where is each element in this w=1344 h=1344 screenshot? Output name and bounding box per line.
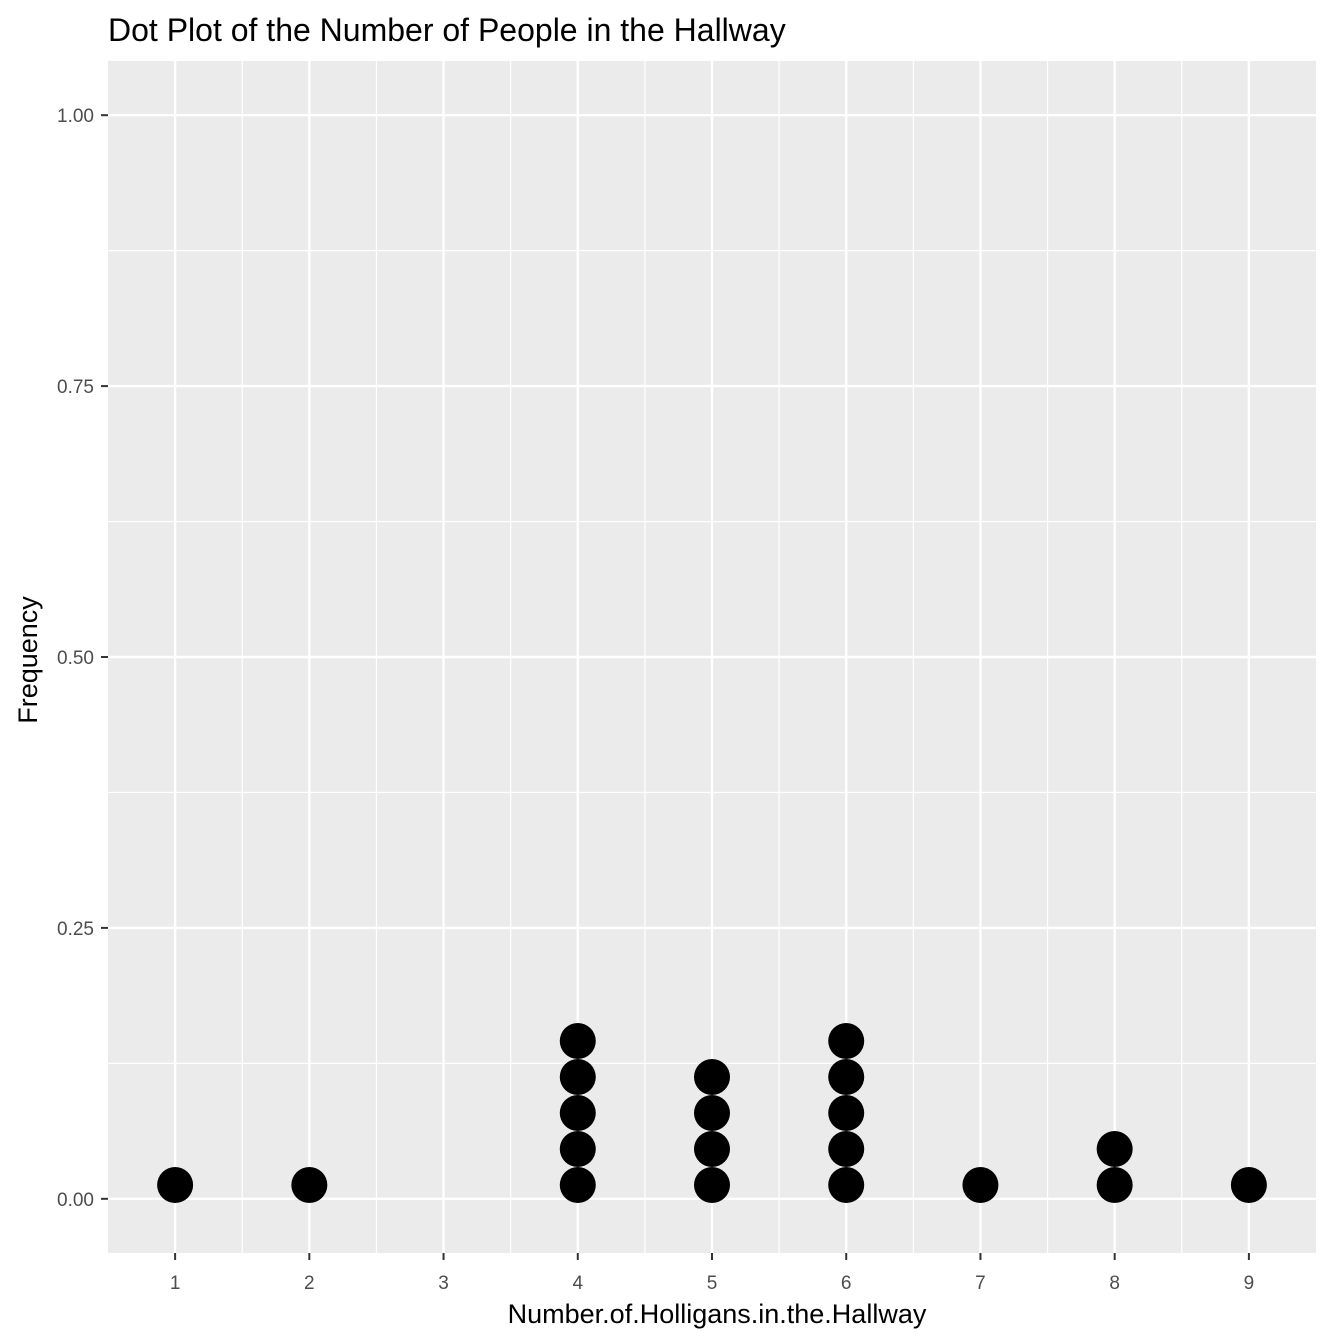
dot-point [694,1131,730,1167]
dot-point [694,1095,730,1131]
dot-point [291,1167,328,1203]
dot-point [559,1059,596,1095]
y-axis: 0.00 0.25 0.50 0.75 1.00 [57,106,108,1211]
dot-point [828,1095,865,1131]
x-tick-label: 5 [707,1273,718,1294]
dot-point [1230,1167,1267,1203]
x-tick-label: 7 [975,1273,986,1294]
dot-point [1096,1131,1133,1167]
dot-point [694,1059,730,1095]
dot-point [559,1023,596,1059]
y-tick-label: 0.00 [57,1190,94,1211]
grid-lines [108,61,1316,1253]
dot-point [559,1095,596,1131]
y-axis-title: Frequency [13,596,43,724]
y-tick-label: 0.25 [57,919,94,940]
x-axis: 1 2 3 4 5 6 7 8 9 [170,1253,1254,1294]
dot-point [962,1167,999,1203]
dot-point [828,1059,865,1095]
x-tick-label: 1 [170,1273,181,1294]
dot-point [828,1167,865,1203]
x-tick-label: 3 [438,1273,449,1294]
dot-point [157,1167,194,1203]
dots-layer [157,1023,1267,1203]
x-tick-label: 6 [841,1273,852,1294]
x-tick-label: 2 [304,1273,315,1294]
y-tick-label: 0.75 [57,377,94,398]
dot-point [828,1131,865,1167]
y-tick-label: 0.50 [57,648,94,669]
chart-title: Dot Plot of the Number of People in the … [108,12,786,48]
x-tick-label: 4 [572,1273,583,1294]
dot-point [559,1167,596,1203]
dot-point [828,1023,865,1059]
dot-point [559,1131,596,1167]
y-tick-label: 1.00 [57,106,94,127]
x-tick-label: 8 [1109,1273,1120,1294]
x-axis-title: Number.of.Holligans.in.the.Hallway [508,1299,927,1329]
x-tick-label: 9 [1244,1273,1255,1294]
dot-point [694,1167,730,1203]
dot-point [1096,1167,1133,1203]
